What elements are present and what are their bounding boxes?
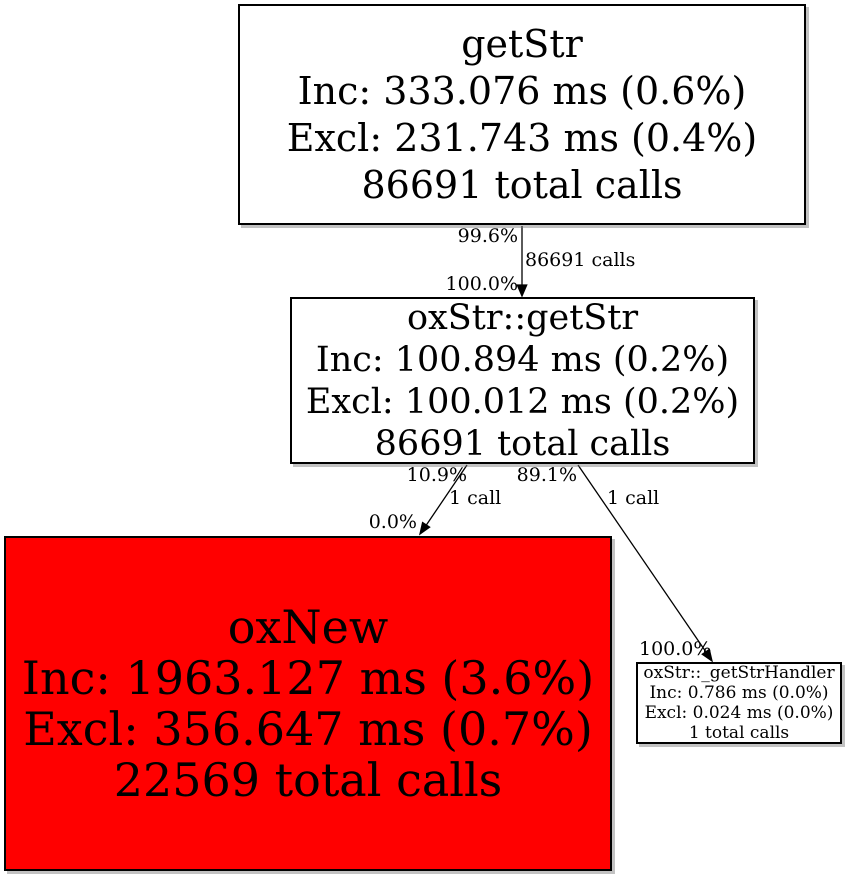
node-exclusive-time: Excl: 356.647 ms (0.7%) xyxy=(23,701,593,756)
node-title: oxStr::getStr xyxy=(406,297,639,338)
node-inclusive-time: Inc: 333.076 ms (0.6%) xyxy=(297,68,747,113)
node-total-calls: 86691 total calls xyxy=(361,162,683,207)
edge-source-percent: 10.9% xyxy=(406,464,467,486)
node-total-calls: 1 total calls xyxy=(688,723,790,743)
node-title: oxStr::_getStrHandler xyxy=(643,663,835,683)
edge-target-percent: 100.0% xyxy=(639,638,712,660)
node-inclusive-time: Inc: 0.786 ms (0.0%) xyxy=(649,683,829,703)
edge-call-count: 86691 calls xyxy=(525,249,636,271)
node-exclusive-time: Excl: 231.743 ms (0.4%) xyxy=(286,115,758,160)
edge-call-count: 1 call xyxy=(449,487,502,509)
edge-source-percent: 89.1% xyxy=(516,464,577,486)
edge-call-count: 1 call xyxy=(607,487,660,509)
node-oxnew[interactable]: oxNew Inc: 1963.127 ms (3.6%) Excl: 356.… xyxy=(4,536,612,871)
node-inclusive-time: Inc: 100.894 ms (0.2%) xyxy=(315,339,730,380)
node-total-calls: 86691 total calls xyxy=(374,423,671,464)
node-exclusive-time: Excl: 100.012 ms (0.2%) xyxy=(305,381,740,422)
node-exclusive-time: Excl: 0.024 ms (0.0%) xyxy=(644,703,834,723)
node-inclusive-time: Inc: 1963.127 ms (3.6%) xyxy=(21,650,595,705)
node-title: oxNew xyxy=(227,599,389,654)
node-getstr[interactable]: getStr Inc: 333.076 ms (0.6%) Excl: 231.… xyxy=(238,4,806,225)
node-oxstr-getstrhandler[interactable]: oxStr::_getStrHandler Inc: 0.786 ms (0.0… xyxy=(636,662,842,744)
edge-target-percent: 0.0% xyxy=(368,511,417,533)
edge-target-percent: 100.0% xyxy=(445,273,518,295)
node-title: getStr xyxy=(461,21,583,66)
node-oxstr-getstr[interactable]: oxStr::getStr Inc: 100.894 ms (0.2%) Exc… xyxy=(290,297,755,464)
edge-source-percent: 99.6% xyxy=(457,225,518,247)
node-total-calls: 22569 total calls xyxy=(113,752,503,807)
